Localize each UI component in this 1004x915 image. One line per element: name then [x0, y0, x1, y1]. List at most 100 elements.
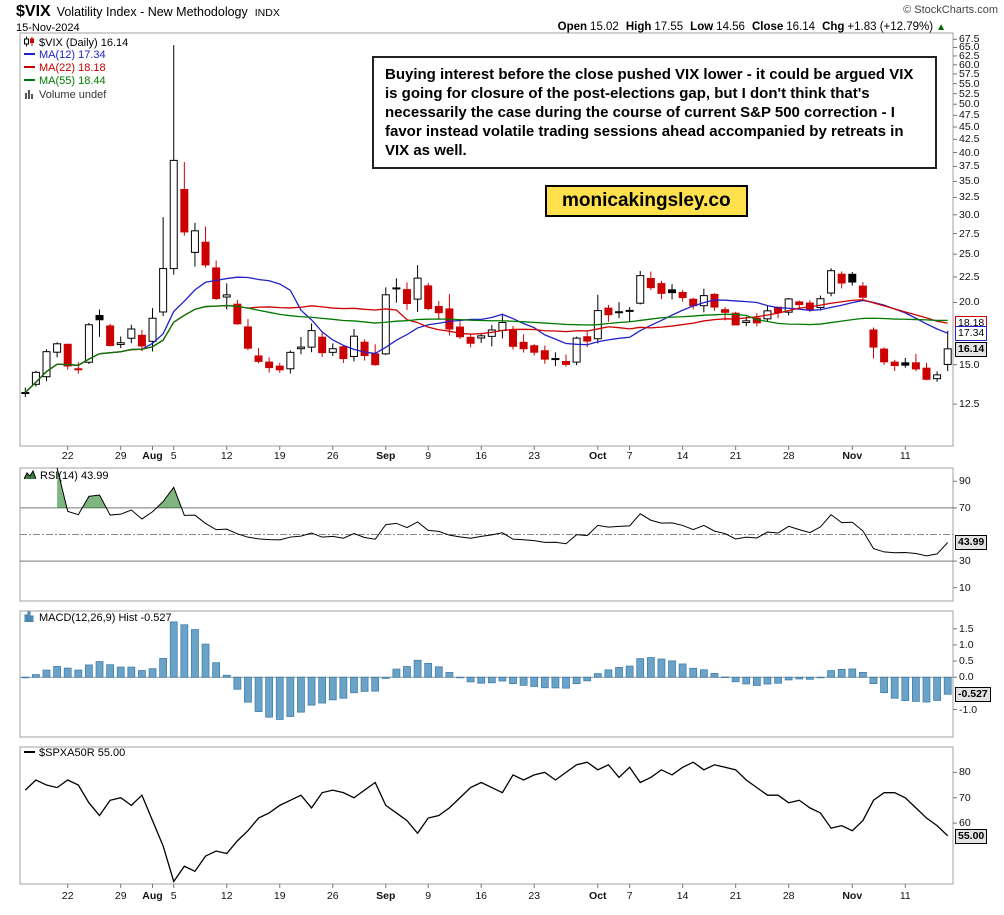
open-value: 15.02	[590, 21, 619, 33]
axis-label: 10	[959, 581, 971, 594]
axis-label: 55.0	[959, 77, 980, 90]
axis-label: 9	[425, 450, 432, 462]
axis-label: 5	[170, 890, 177, 902]
candlestick-icon	[24, 36, 35, 51]
axis-label: 19	[273, 450, 286, 462]
axis-label: 22	[61, 450, 74, 462]
axis-label: 27.5	[959, 227, 980, 240]
axis-label: 14	[676, 450, 689, 462]
exchange-label: INDX	[254, 7, 280, 19]
axis-label: 20.0	[959, 296, 980, 309]
annotation-text: Buying interest before the close pushed …	[385, 66, 914, 159]
axis-label: 7	[626, 890, 633, 902]
axis-label: 16	[475, 890, 488, 902]
volume-bars-icon	[24, 88, 35, 103]
axis-label: 42.5	[959, 133, 980, 146]
axis-label: Sep	[376, 450, 396, 462]
close-value: 16.14	[786, 21, 816, 33]
axis-label: 9	[425, 890, 432, 902]
spxa50r-line-icon	[24, 751, 35, 753]
rsi-legend: RSI(14) 43.99	[23, 469, 109, 484]
axis-label: 57.5	[959, 68, 980, 80]
macd-histogram-icon	[24, 611, 35, 626]
axis-label: 52.5	[959, 87, 980, 100]
close-label: Close	[751, 21, 784, 33]
axis-label: 37.5	[959, 160, 980, 173]
axis-label: 12	[220, 450, 233, 462]
ma22-legend-label: MA(22) 18.18	[39, 62, 106, 74]
axis-label: 30.0	[959, 208, 980, 221]
axis-label: 30	[959, 555, 971, 568]
rsi-legend-label: RSI(14) 43.99	[40, 470, 109, 482]
ma22-line-icon	[24, 66, 35, 68]
axis-label: 80	[959, 766, 971, 779]
header: $VIX Volatility Index - New Methodology IN…	[16, 3, 280, 21]
axis-label: 1.0	[959, 638, 974, 651]
chart-title: Volatility Index - New Methodology	[56, 5, 248, 19]
ma12-legend-label: MA(12) 17.34	[39, 49, 106, 61]
low-value: 14.56	[716, 21, 745, 33]
axis-label: 19	[273, 890, 286, 902]
axis-label: 70	[959, 791, 971, 804]
axis-label: 0.0	[959, 671, 974, 684]
spxa50r-legend: $SPXA50R 55.00	[24, 747, 125, 760]
axis-label: 1.5	[959, 622, 974, 635]
low-label: Low	[690, 21, 714, 33]
axis-label: 28	[782, 450, 795, 462]
axis-label: 90	[959, 475, 971, 488]
axis-label: 47.5	[959, 109, 980, 122]
axis-label: 45.0	[959, 121, 980, 134]
axis-label: 22	[61, 890, 74, 902]
axis-label: 29	[114, 890, 127, 902]
ohlc-quote: Open 15.02 High 17.55 Low 14.56 Close 16.14 Chg +…	[551, 21, 946, 33]
axis-label: 21	[729, 450, 742, 462]
axis-label: 23	[528, 450, 541, 462]
axis-label: 32.5	[959, 191, 980, 204]
axis-label: 26	[326, 450, 339, 462]
macd-legend-label: MACD(12,26,9) Hist -0.527	[39, 612, 172, 624]
axis-label: 14	[676, 890, 689, 902]
price-legend: $VIX (Daily) 16.14 MA(12) 17.34 MA(22) 1…	[24, 36, 128, 101]
annotation-box: Buying interest before the close pushed …	[372, 56, 937, 169]
spxa50r-legend-label: $SPXA50R 55.00	[39, 747, 126, 759]
current-value-label: -0.527	[955, 687, 991, 703]
axis-label: 11	[899, 890, 911, 902]
ma55-line-icon	[24, 79, 35, 81]
axis-label: 35.0	[959, 175, 980, 188]
axis-label: 28	[782, 890, 795, 902]
axis-label: 5	[170, 450, 177, 462]
axis-label: 21	[729, 890, 742, 902]
copyright-label: © StockCharts.com	[903, 4, 998, 16]
axis-label: Nov	[842, 890, 863, 902]
axis-label: 12.5	[959, 398, 980, 411]
axis-label: 22.5	[959, 270, 980, 283]
axis-label: Aug	[142, 450, 163, 462]
macd-legend: MACD(12,26,9) Hist -0.527	[24, 611, 172, 624]
chg-label: Chg	[822, 21, 845, 33]
current-value-label: 16.14	[955, 341, 988, 357]
symbol-label: $VIX	[16, 3, 51, 20]
axis-label: 12	[220, 890, 233, 902]
chg-value: +1.83 (+12.79%)	[847, 21, 934, 33]
ma12-line-icon	[24, 53, 35, 55]
chart-date: 15-Nov-2024	[16, 22, 80, 34]
high-value: 17.55	[654, 21, 684, 33]
up-arrow-icon: ▲	[936, 22, 946, 33]
axis-label: -1.0	[959, 703, 978, 716]
axis-label: 62.5	[959, 49, 980, 62]
axis-label: 65.0	[959, 41, 980, 54]
current-value-label: 55.00	[955, 828, 988, 844]
axis-label: 70	[959, 501, 971, 514]
axis-label: 26	[326, 890, 339, 902]
current-value-label: 17.34	[955, 326, 988, 342]
rsi-area-icon	[23, 469, 37, 484]
axis-label: 15.0	[959, 358, 980, 371]
axis-label: 0.5	[959, 655, 974, 668]
ma55-legend-label: MA(55) 18.44	[39, 75, 106, 87]
current-value-label: 43.99	[955, 535, 988, 551]
axis-label: 23	[528, 890, 541, 902]
axis-label: 7	[626, 450, 633, 462]
volume-legend-label: Volume undef	[39, 89, 107, 101]
